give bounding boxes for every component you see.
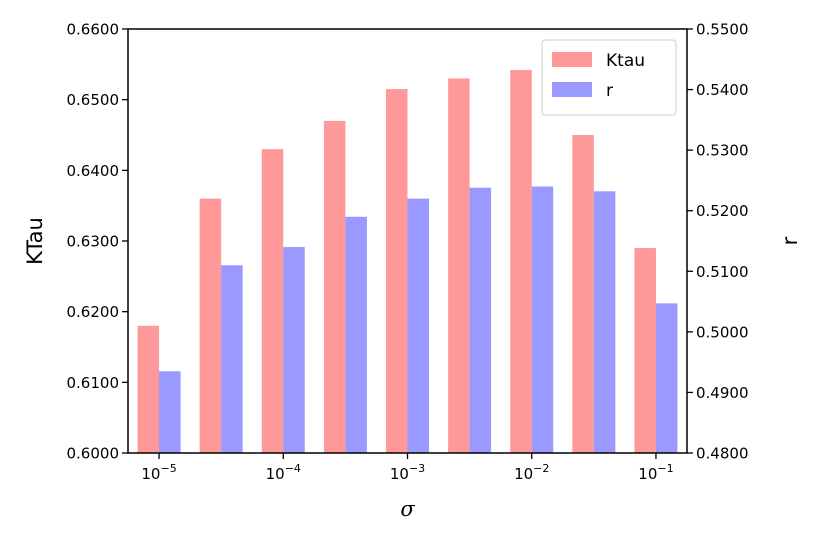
x-tick-label: 10−1 xyxy=(638,462,673,483)
left-tick-label: 0.6300 xyxy=(67,233,120,251)
x-tick-label: 10−2 xyxy=(514,462,549,483)
bar-r-7 xyxy=(593,191,616,453)
bar-ktau-2 xyxy=(261,149,284,453)
bar-r-6 xyxy=(531,186,554,453)
bar-r-5 xyxy=(469,187,492,453)
bar-r-4 xyxy=(407,198,429,453)
right-axis-title: r xyxy=(778,236,802,245)
right-tick-label: 0.5100 xyxy=(696,263,749,281)
bar-ktau-7 xyxy=(572,135,594,453)
left-tick-label: 0.6100 xyxy=(67,374,120,392)
bar-r-8 xyxy=(655,303,678,453)
left-tick-label: 0.6200 xyxy=(67,303,120,321)
x-tick-label: 10−5 xyxy=(141,462,176,483)
legend-label-r: r xyxy=(606,81,613,101)
left-tick-label: 0.6500 xyxy=(67,91,120,109)
bar-r-2 xyxy=(283,247,305,453)
bar-ktau-1 xyxy=(199,198,222,453)
bar-ktau-4 xyxy=(386,89,408,454)
bar-r-3 xyxy=(345,216,367,453)
left-tick-label: 0.6000 xyxy=(67,445,120,463)
right-tick-label: 0.5000 xyxy=(696,323,749,341)
x-axis-ticks: 10−5 10−4 10−3 10−2 10−1 xyxy=(141,453,674,483)
x-axis-title: σ xyxy=(400,497,415,521)
legend-swatch-r xyxy=(552,82,592,97)
left-tick-label: 0.6400 xyxy=(67,162,120,180)
left-tick-label: 0.6600 xyxy=(67,21,120,39)
right-tick-label: 0.5200 xyxy=(696,202,749,220)
bar-ktau-3 xyxy=(323,120,346,453)
bar-ktau-6 xyxy=(510,69,532,453)
legend-label-ktau: Ktau xyxy=(606,51,645,71)
left-axis-title: KTau xyxy=(23,217,47,265)
bar-ktau-0 xyxy=(137,325,160,453)
bar-r-0 xyxy=(159,371,181,453)
legend-swatch-ktau xyxy=(552,52,592,67)
bar-ktau-8 xyxy=(634,248,656,453)
right-tick-label: 0.5500 xyxy=(696,21,749,39)
right-axis-ticks: 0.4800 0.4900 0.5000 0.5100 0.5200 0.5300 0.54… xyxy=(687,21,749,463)
right-tick-label: 0.5400 xyxy=(696,81,749,99)
right-tick-label: 0.4800 xyxy=(696,445,749,463)
bar-ktau-5 xyxy=(448,78,470,453)
left-axis-ticks: 0.6000 0.6100 0.6200 0.6300 0.6400 0.6500 0.66… xyxy=(67,21,128,463)
bars-group xyxy=(137,69,678,454)
legend: Ktau r xyxy=(541,39,677,116)
x-tick-label: 10−4 xyxy=(266,462,301,483)
bar-r-1 xyxy=(221,265,243,453)
x-tick-label: 10−3 xyxy=(390,462,425,483)
right-tick-label: 0.4900 xyxy=(696,384,749,402)
right-tick-label: 0.5300 xyxy=(696,142,749,160)
